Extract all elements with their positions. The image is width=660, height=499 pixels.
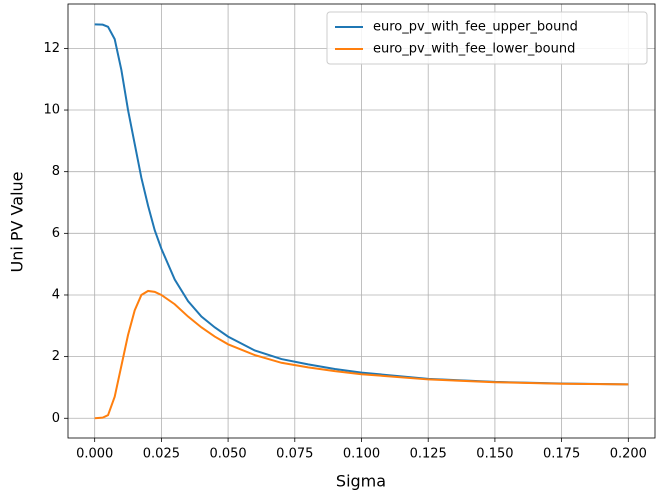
x-tick-label: 0.025 [143, 447, 180, 462]
x-tick-label: 0.150 [476, 447, 513, 462]
legend: euro_pv_with_fee_upper_bound euro_pv_with… [326, 11, 648, 65]
y-tick-label: 12 [43, 41, 60, 56]
x-tick-label: 0.200 [610, 447, 647, 462]
legend-label: euro_pv_with_fee_upper_bound [373, 20, 578, 35]
x-tick-label: 0.175 [543, 447, 580, 462]
x-tick-label: 0.100 [343, 447, 380, 462]
legend-box [326, 11, 648, 65]
y-tick-label: 0 [52, 411, 60, 426]
x-tick-label: 0.000 [76, 447, 113, 462]
x-tick-label: 0.125 [410, 447, 447, 462]
line [94, 289, 629, 420]
legend-label: euro_pv_with_fee_lower_bound [373, 42, 575, 57]
x-tick-label: 0.050 [209, 447, 246, 462]
y-tick-label: 4 [52, 287, 60, 302]
y-axis-label: Uni PV Value [8, 172, 27, 273]
y-tick-label: 10 [43, 103, 60, 118]
plot-frame [67, 3, 656, 439]
x-tick-label: 0.075 [276, 447, 313, 462]
line [94, 23, 629, 386]
y-tick-label: 2 [52, 349, 60, 364]
y-tick-label: 8 [52, 164, 60, 179]
y-tick-label: 6 [52, 226, 60, 241]
x-axis-label: Sigma [336, 472, 386, 491]
